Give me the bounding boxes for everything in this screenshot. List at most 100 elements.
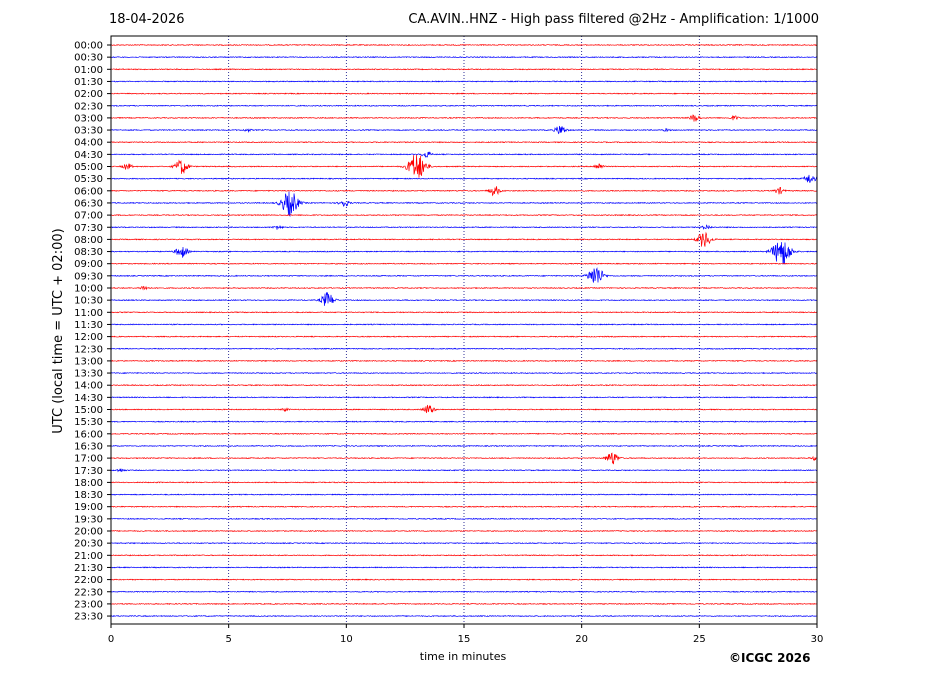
trace-1800	[110, 481, 818, 484]
trace-0730	[110, 224, 818, 230]
y-tick-label: 11:00	[74, 308, 103, 319]
icgc-credit: ©ICGC 2026	[729, 651, 811, 665]
y-tick-label: 18:30	[74, 490, 103, 501]
trace-1630	[110, 444, 818, 448]
y-tick-label: 15:30	[74, 417, 103, 428]
trace-0930	[110, 267, 818, 283]
y-tick-label: 15:00	[74, 405, 103, 416]
trace-1130	[110, 323, 818, 326]
y-tick-label: 10:30	[74, 296, 103, 307]
trace-1330	[110, 371, 818, 375]
trace-2100	[110, 554, 818, 557]
y-tick-label: 21:30	[74, 563, 103, 574]
y-tick-label: 12:30	[74, 344, 103, 355]
y-tick-label: 19:30	[74, 514, 103, 525]
y-tick-label: 05:30	[74, 174, 103, 185]
y-tick-label: 16:00	[74, 429, 103, 440]
y-tick-label: 08:00	[74, 235, 103, 246]
y-tick-label: 16:30	[74, 441, 103, 452]
y-tick-label: 22:30	[74, 587, 103, 598]
plot-date: 18-04-2026	[109, 12, 185, 27]
trace-1030	[110, 292, 818, 306]
y-tick-label: 02:00	[74, 89, 103, 100]
y-tick-label: 04:30	[74, 150, 103, 161]
trace-1400	[110, 384, 818, 387]
y-tick-label: 04:00	[74, 138, 103, 149]
y-tick-label: 06:30	[74, 198, 103, 209]
trace-2000	[110, 529, 818, 533]
trace-2330	[110, 615, 818, 618]
x-axis-label: time in minutes	[420, 650, 507, 663]
plot-title: CA.AVIN..HNZ - High pass filtered @2Hz -…	[408, 12, 819, 27]
y-tick-label: 02:30	[74, 101, 103, 112]
y-tick-label: 21:00	[74, 551, 103, 562]
trace-1500	[110, 404, 818, 414]
trace-0100	[110, 68, 818, 71]
x-tick-label: 0	[108, 634, 114, 645]
y-axis-label: UTC (local time = UTC + 02:00)	[51, 228, 66, 433]
trace-0400	[110, 141, 818, 144]
trace-1230	[110, 347, 818, 350]
trace-1900	[110, 505, 818, 508]
y-tick-label: 07:00	[74, 211, 103, 222]
trace-2230	[110, 590, 818, 593]
trace-2130	[110, 566, 818, 569]
y-tick-label: 10:00	[74, 284, 103, 295]
y-tick-label: 09:30	[74, 271, 103, 282]
y-tick-label: 03:30	[74, 126, 103, 137]
x-tick-label: 25	[693, 634, 706, 645]
trace-0430	[110, 151, 818, 158]
trace-1530	[110, 420, 818, 423]
trace-0800	[110, 231, 818, 247]
trace-1700	[110, 452, 818, 465]
y-tick-label: 17:30	[74, 466, 103, 477]
trace-0500	[110, 154, 818, 178]
trace-0700	[110, 213, 818, 217]
trace-0030	[110, 56, 818, 59]
y-tick-label: 01:30	[74, 77, 103, 88]
trace-1100	[110, 311, 818, 314]
trace-1000	[110, 285, 818, 291]
y-tick-label: 14:30	[74, 393, 103, 404]
x-tick-label: 5	[225, 634, 231, 645]
y-tick-label: 05:00	[74, 162, 103, 173]
y-tick-label: 13:30	[74, 369, 103, 380]
y-tick-label: 22:00	[74, 575, 103, 586]
y-tick-label: 23:00	[74, 599, 103, 610]
y-tick-label: 13:00	[74, 356, 103, 367]
y-tick-label: 18:00	[74, 478, 103, 489]
y-tick-label: 06:00	[74, 186, 103, 197]
y-tick-label: 01:00	[74, 65, 103, 76]
trace-0130	[110, 80, 818, 83]
x-tick-label: 30	[811, 634, 824, 645]
y-tick-label: 20:00	[74, 527, 103, 538]
y-tick-label: 14:00	[74, 381, 103, 392]
trace-2300	[110, 602, 818, 606]
y-tick-label: 17:00	[74, 454, 103, 465]
y-tick-label: 19:00	[74, 502, 103, 513]
trace-0630	[110, 191, 818, 217]
trace-2030	[110, 542, 818, 545]
trace-1730	[110, 468, 818, 473]
trace-0530	[110, 174, 818, 183]
trace-0200	[110, 92, 818, 95]
y-tick-label: 07:30	[74, 223, 103, 234]
trace-2200	[110, 578, 818, 581]
x-tick-label: 15	[458, 634, 471, 645]
y-tick-label: 00:00	[74, 41, 103, 52]
y-tick-label: 11:30	[74, 320, 103, 331]
x-tick-label: 10	[340, 634, 353, 645]
y-tick-label: 12:00	[74, 332, 103, 343]
y-tick-label: 08:30	[74, 247, 103, 258]
y-tick-label: 00:30	[74, 53, 103, 64]
y-tick-label: 03:00	[74, 113, 103, 124]
y-tick-label: 23:30	[74, 612, 103, 623]
trace-0600	[110, 186, 818, 197]
trace-1430	[110, 396, 818, 399]
trace-0830	[110, 242, 818, 265]
y-tick-label: 20:30	[74, 539, 103, 550]
y-tick-label: 09:00	[74, 259, 103, 270]
trace-0330	[110, 125, 818, 135]
x-tick-label: 20	[575, 634, 588, 645]
